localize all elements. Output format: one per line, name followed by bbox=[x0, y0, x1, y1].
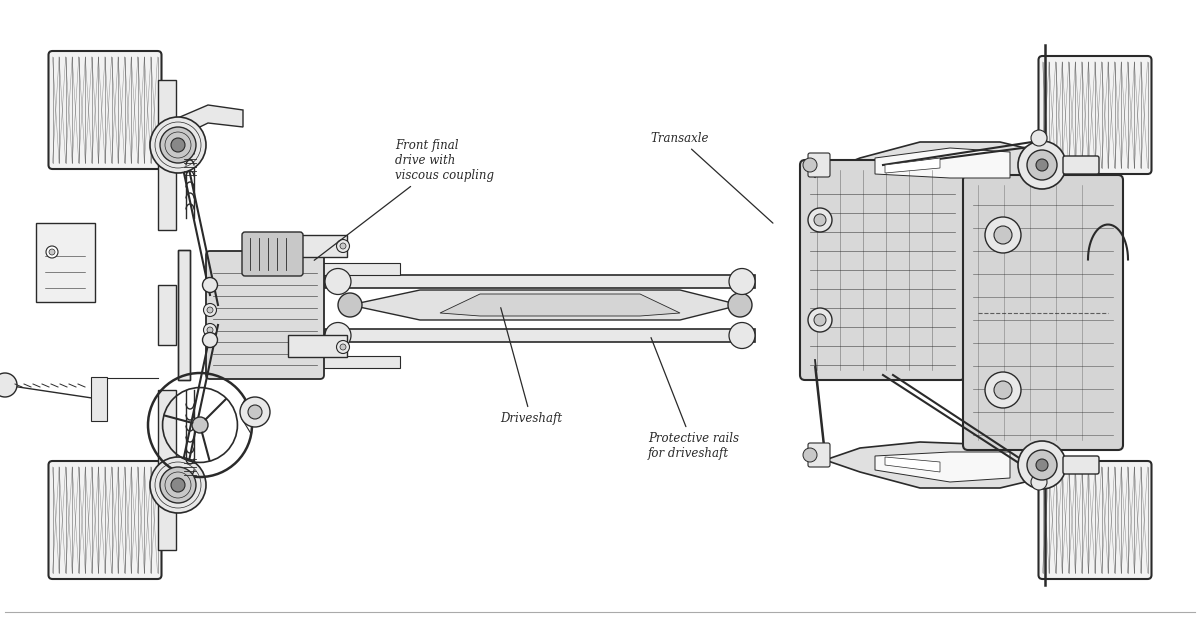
Circle shape bbox=[172, 478, 185, 492]
Circle shape bbox=[240, 397, 270, 427]
FancyBboxPatch shape bbox=[962, 175, 1123, 450]
Polygon shape bbox=[826, 142, 1042, 188]
Circle shape bbox=[1018, 441, 1066, 489]
Bar bbox=[230, 356, 400, 368]
Polygon shape bbox=[173, 105, 244, 140]
FancyBboxPatch shape bbox=[808, 153, 830, 177]
FancyBboxPatch shape bbox=[288, 235, 347, 257]
Circle shape bbox=[160, 467, 196, 503]
Circle shape bbox=[248, 405, 262, 419]
Polygon shape bbox=[886, 158, 940, 173]
Circle shape bbox=[0, 373, 17, 397]
Circle shape bbox=[730, 268, 755, 294]
FancyBboxPatch shape bbox=[1063, 156, 1099, 174]
Circle shape bbox=[160, 127, 196, 163]
Circle shape bbox=[204, 304, 216, 316]
Bar bbox=[958, 195, 1003, 345]
Circle shape bbox=[325, 268, 352, 294]
Circle shape bbox=[206, 327, 214, 333]
Circle shape bbox=[803, 158, 817, 172]
Bar bbox=[325, 329, 755, 342]
FancyBboxPatch shape bbox=[808, 443, 830, 467]
Circle shape bbox=[1027, 450, 1057, 480]
FancyBboxPatch shape bbox=[158, 80, 176, 230]
Circle shape bbox=[803, 448, 817, 462]
Circle shape bbox=[808, 308, 832, 332]
Circle shape bbox=[150, 117, 206, 173]
Text: Front final
drive with
viscous coupling: Front final drive with viscous coupling bbox=[314, 139, 494, 260]
Circle shape bbox=[1031, 474, 1046, 490]
Circle shape bbox=[203, 277, 217, 292]
Bar bbox=[178, 250, 190, 380]
FancyBboxPatch shape bbox=[48, 461, 162, 579]
Circle shape bbox=[46, 246, 58, 258]
FancyBboxPatch shape bbox=[91, 377, 107, 421]
Polygon shape bbox=[440, 294, 680, 316]
Circle shape bbox=[1031, 130, 1046, 146]
Circle shape bbox=[336, 340, 349, 353]
Text: Driveshaft: Driveshaft bbox=[500, 307, 562, 425]
FancyBboxPatch shape bbox=[48, 51, 162, 169]
Circle shape bbox=[1027, 150, 1057, 180]
Bar bbox=[158, 285, 176, 345]
Circle shape bbox=[336, 239, 349, 253]
FancyBboxPatch shape bbox=[206, 251, 324, 379]
Bar bbox=[325, 275, 755, 288]
Circle shape bbox=[150, 457, 206, 513]
Text: Transaxle: Transaxle bbox=[650, 132, 773, 223]
Circle shape bbox=[325, 323, 352, 348]
Bar bbox=[230, 263, 400, 275]
Circle shape bbox=[994, 226, 1012, 244]
Circle shape bbox=[204, 323, 216, 336]
Circle shape bbox=[192, 417, 208, 433]
Circle shape bbox=[814, 314, 826, 326]
Polygon shape bbox=[826, 442, 1042, 488]
Circle shape bbox=[985, 217, 1021, 253]
Circle shape bbox=[814, 214, 826, 226]
FancyBboxPatch shape bbox=[158, 390, 176, 550]
Circle shape bbox=[172, 138, 185, 152]
Circle shape bbox=[1036, 159, 1048, 171]
FancyBboxPatch shape bbox=[36, 223, 95, 302]
Text: Protective rails
for driveshaft: Protective rails for driveshaft bbox=[648, 338, 739, 460]
Circle shape bbox=[994, 381, 1012, 399]
FancyBboxPatch shape bbox=[1038, 461, 1152, 579]
FancyBboxPatch shape bbox=[288, 335, 347, 357]
Polygon shape bbox=[875, 148, 1010, 178]
Circle shape bbox=[340, 344, 346, 350]
FancyBboxPatch shape bbox=[800, 160, 965, 380]
Circle shape bbox=[338, 293, 362, 317]
Circle shape bbox=[206, 307, 214, 313]
Circle shape bbox=[340, 243, 346, 249]
Circle shape bbox=[808, 208, 832, 232]
Circle shape bbox=[1018, 141, 1066, 189]
Polygon shape bbox=[875, 452, 1010, 482]
Circle shape bbox=[730, 323, 755, 348]
Circle shape bbox=[1036, 459, 1048, 471]
FancyBboxPatch shape bbox=[242, 232, 302, 276]
Circle shape bbox=[728, 293, 752, 317]
FancyBboxPatch shape bbox=[1063, 456, 1099, 474]
Polygon shape bbox=[350, 290, 740, 320]
Bar bbox=[178, 250, 190, 380]
Polygon shape bbox=[886, 457, 940, 472]
Circle shape bbox=[203, 333, 217, 348]
FancyBboxPatch shape bbox=[1038, 56, 1152, 174]
Circle shape bbox=[985, 372, 1021, 408]
Circle shape bbox=[49, 249, 55, 255]
